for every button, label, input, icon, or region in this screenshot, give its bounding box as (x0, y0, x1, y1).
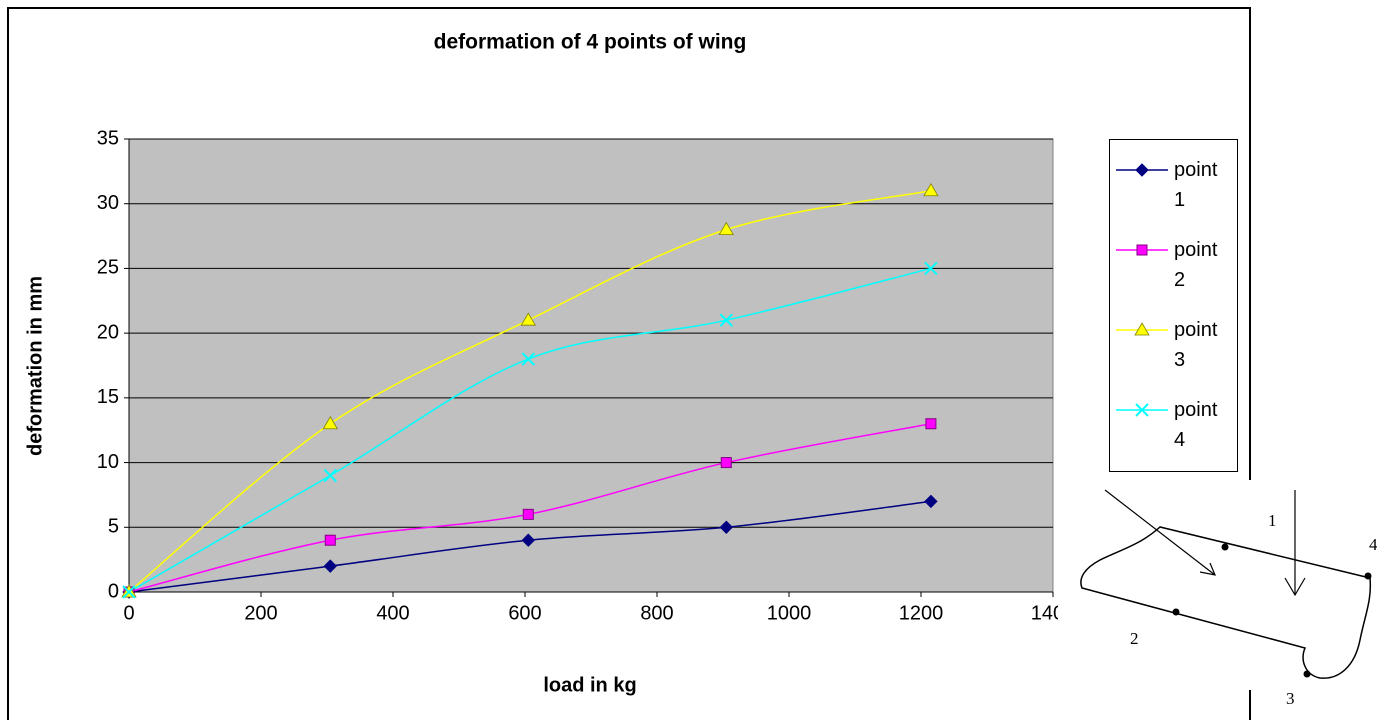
x-tick-label: 400 (376, 602, 409, 624)
marker (1136, 164, 1148, 176)
wing-sketch: 1 2 3 4 (1058, 480, 1377, 720)
point-dot (1304, 671, 1311, 678)
point-dot (1173, 609, 1180, 616)
marker (1135, 323, 1149, 335)
legend-label: point 4 (1174, 395, 1234, 455)
legend-item: point 1 (1110, 150, 1237, 230)
y-tick-label: 20 (97, 321, 119, 343)
legend-label: point 1 (1174, 155, 1234, 215)
y-axis-label: deformation in mm (24, 276, 46, 456)
chart-title: deformation of 4 points of wing (434, 31, 747, 54)
x-tick-label: 200 (244, 602, 277, 624)
legend-swatch (1112, 390, 1172, 430)
legend-swatch (1112, 310, 1172, 350)
sketch-label: 4 (1369, 535, 1377, 554)
marker (523, 509, 533, 519)
legend-item: point 4 (1110, 390, 1237, 470)
point-dot (1222, 544, 1229, 551)
sketch-background (1058, 480, 1377, 720)
marker (325, 535, 335, 545)
y-tick-label: 30 (97, 192, 119, 214)
sketch-label: 3 (1286, 689, 1295, 708)
marker (926, 419, 936, 429)
marker (721, 458, 731, 468)
legend-item: point 3 (1110, 310, 1237, 390)
y-tick-label: 35 (97, 127, 119, 149)
sketch-label: 2 (1130, 629, 1139, 648)
legend-item: point 2 (1110, 230, 1237, 310)
x-tick-label: 1200 (899, 602, 944, 624)
sketch-label: 1 (1268, 511, 1277, 530)
y-tick-label: 25 (97, 257, 119, 279)
x-tick-label: 0 (123, 602, 134, 624)
y-tick-label: 10 (97, 451, 119, 473)
y-tick-label: 0 (108, 580, 119, 602)
legend-swatch (1112, 150, 1172, 190)
x-tick-label: 1000 (767, 602, 812, 624)
x-tick-label: 800 (640, 602, 673, 624)
marker (1137, 245, 1147, 255)
legend-label: point 2 (1174, 235, 1234, 295)
page: deformation of 4 points of wing load in … (0, 0, 1377, 720)
point-dot (1365, 573, 1372, 580)
plot-area (129, 139, 1053, 592)
y-tick-label: 15 (97, 386, 119, 408)
legend-label: point 3 (1174, 315, 1234, 375)
legend: point 1 point 2 point 3 point 4 (1109, 139, 1238, 472)
legend-swatch (1112, 230, 1172, 270)
x-axis-label: load in kg (543, 674, 636, 696)
y-tick-label: 5 (108, 516, 119, 538)
x-tick-label: 600 (508, 602, 541, 624)
